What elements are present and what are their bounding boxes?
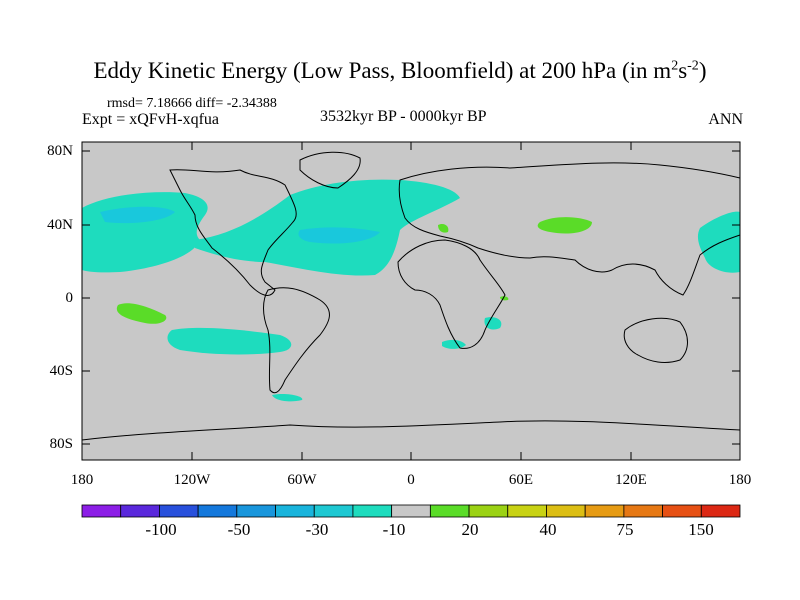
- lon-label-0: 0: [407, 472, 415, 488]
- colorbar-box: [429, 504, 470, 518]
- colorbar-box: [159, 504, 199, 518]
- colorbar-box: [120, 504, 160, 518]
- colorbar-box: [584, 504, 625, 518]
- africa-coast: [397, 239, 506, 349]
- north-america-coast: [169, 169, 297, 296]
- north-atlantic-inner-patch: [298, 227, 380, 244]
- colorbar-box: [81, 504, 122, 518]
- colorbar-box: [352, 504, 393, 518]
- lon-label-60w: 60W: [287, 472, 317, 488]
- colorbar-label: -10: [382, 520, 406, 539]
- map-title: Eddy Kinetic Energy (Low Pass, Bloomfiel…: [93, 58, 707, 83]
- positive-anomaly-patches: [116, 217, 592, 324]
- colorbar-label: -50: [227, 520, 251, 539]
- colorbar-label: 75: [616, 520, 634, 539]
- mediterranean-patch: [438, 223, 449, 233]
- rmsd-diff-stats: rmsd= 7.18666 diff= -2.34388: [107, 96, 277, 111]
- colorbar-label: -100: [145, 520, 177, 539]
- central-asia-patch: [537, 217, 592, 234]
- lon-ticks: [191, 142, 632, 460]
- colorbar-box: [236, 504, 276, 518]
- colorbar-box: [623, 504, 663, 518]
- colorbar-box: [507, 504, 547, 518]
- colorbar-box: [700, 504, 741, 518]
- south-atlantic-patch: [442, 339, 466, 349]
- south-america-coast: [263, 287, 330, 394]
- experiment-label: Expt = xQFvH-xqfua: [82, 111, 220, 128]
- period-label: 3532kyr BP - 0000kyr BP: [320, 108, 487, 125]
- negative-anomaly-patches: [82, 179, 740, 402]
- lat-label-0: 0: [65, 290, 74, 306]
- lon-label-120e: 120E: [615, 472, 647, 488]
- colorbar-box: [313, 504, 354, 518]
- colorbar-label: 40: [539, 520, 557, 539]
- antarctica-coast: [81, 420, 741, 441]
- lat-label-40n: 40N: [47, 217, 73, 233]
- lon-label-120w: 120W: [173, 472, 211, 488]
- lat-label-40s: 40S: [49, 363, 73, 379]
- lat-ticks: [82, 150, 740, 445]
- colorbar-box: [546, 504, 586, 518]
- colorbar-label: 150: [688, 520, 714, 539]
- indian-ocean-patch: [484, 317, 502, 330]
- colorbar-label: 20: [461, 520, 479, 539]
- tropical-pacific-patch: [116, 303, 167, 324]
- lat-label-80n: 80N: [47, 143, 73, 159]
- colorbar-label: -30: [305, 520, 329, 539]
- lat-label-80s: 80S: [49, 436, 73, 452]
- north-pacific-inner-patch: [100, 206, 175, 224]
- colorbar: [81, 504, 741, 518]
- greenland-coast: [299, 151, 361, 189]
- australia-coast: [623, 317, 688, 363]
- colorbar-box: [391, 504, 431, 518]
- south-america-patch: [272, 393, 303, 402]
- lon-label-180e: 180: [728, 472, 752, 488]
- colorbar-box: [468, 504, 509, 518]
- east-pacific-patch: [697, 211, 740, 273]
- south-pacific-patch: [167, 327, 292, 355]
- eurasia-coast: [398, 162, 741, 296]
- lon-label-180w: 180: [70, 472, 94, 488]
- colorbar-box: [275, 504, 315, 518]
- colorbar-box: [662, 504, 702, 518]
- lon-label-60e: 60E: [508, 472, 534, 488]
- colorbar-box: [197, 504, 238, 518]
- coastlines: [81, 151, 741, 441]
- season-label: ANN: [708, 111, 743, 128]
